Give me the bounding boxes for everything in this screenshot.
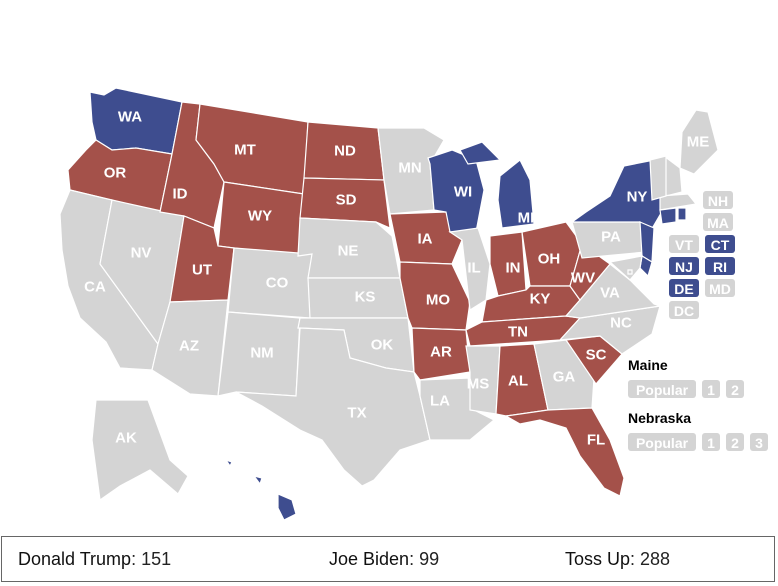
biden-tally: Joe Biden: 99 [329,549,439,570]
trump-tally: Donald Trump: 151 [18,549,171,570]
chip-bg [703,191,733,209]
trump-count: : 151 [131,549,172,569]
chip-ct[interactable]: CT [705,235,735,253]
chip-label: RI [713,259,727,275]
split-button-bg [726,380,744,398]
biden-count: : 99 [409,549,440,569]
chip-bg [705,257,735,275]
chip-label: DE [674,281,693,297]
chip-md[interactable]: MD [705,279,735,297]
state-nh[interactable] [663,154,683,197]
split-button-maine-2[interactable]: 2 [726,380,744,398]
split-button-label: Popular [636,435,689,451]
chip-bg [705,235,735,253]
split-button-bg [750,433,768,451]
state-az[interactable] [151,299,229,397]
state-md[interactable] [608,255,643,281]
tossup-tally: Toss Up: 288 [565,549,670,570]
split-button-label: Popular [636,382,689,398]
chip-vt[interactable]: VT [669,235,699,253]
split-button-bg [726,433,744,451]
chip-dc[interactable]: DC [669,301,699,319]
split-button-label: 1 [707,382,715,398]
state-wy[interactable] [217,181,305,257]
state-pa[interactable] [571,221,647,259]
split-button-bg [628,433,696,451]
split-button-nebraska-3[interactable]: 3 [750,433,768,451]
state-ar[interactable] [411,327,471,381]
chip-ma[interactable]: MA [703,213,733,231]
chip-label: VT [675,237,693,253]
chip-label: MD [709,281,731,297]
chip-bg [669,235,699,253]
split-button-nebraska-popular[interactable]: Popular [628,433,696,451]
state-me[interactable] [679,109,719,175]
chip-label: NH [708,193,728,209]
state-in[interactable] [489,231,527,297]
split-button-nebraska-2[interactable]: 2 [726,433,744,451]
state-ct[interactable] [659,207,677,225]
chip-bg [669,257,699,275]
chip-label: DC [674,303,694,319]
state-ga[interactable] [533,339,595,411]
chip-label: CT [711,237,730,253]
chip-label: NJ [675,259,693,275]
state-ma[interactable] [659,193,698,211]
chip-label: MA [707,215,729,231]
split-button-label: 3 [755,435,763,451]
state-co[interactable] [227,247,313,319]
state-ks[interactable] [307,277,409,319]
tossup-count: : 288 [630,549,671,569]
chip-ri[interactable]: RI [705,257,735,275]
split-button-bg [702,380,720,398]
state-fl[interactable] [504,407,625,497]
chip-bg [705,279,735,297]
state-ak[interactable] [91,399,189,502]
state-nm[interactable] [217,311,301,397]
trump-name: Donald Trump [18,549,132,569]
chip-de[interactable]: DE [669,279,699,297]
split-button-label: 2 [731,435,739,451]
state-label-hi: HI [246,495,261,512]
state-wa[interactable] [89,87,183,155]
chip-bg [669,301,699,319]
state-dc[interactable] [627,269,633,275]
state-nd[interactable] [303,121,385,181]
state-hi[interactable] [224,458,297,521]
split-button-maine-popular[interactable]: Popular [628,380,696,398]
state-ri[interactable] [677,207,687,221]
split-button-bg [628,380,696,398]
chip-bg [703,213,733,231]
state-mo[interactable] [399,261,471,331]
tossup-name: Toss Up [565,549,631,569]
state-ia[interactable] [389,211,463,265]
electoral-map: WAORCANVIDMTWYUTAZCONMNDSDNEKSOKTXMNIAMO… [59,87,768,521]
state-va[interactable] [564,263,661,319]
chip-bg [669,279,699,297]
split-button-nebraska-1[interactable]: 1 [702,433,720,451]
split-button-label: 1 [707,435,715,451]
state-wv[interactable] [569,243,611,301]
biden-name: Joe Biden [329,549,410,569]
split-title-maine: Maine [628,357,668,373]
chip-nj[interactable]: NJ [669,257,699,275]
split-title-nebraska: Nebraska [628,410,691,426]
split-button-maine-1[interactable]: 1 [702,380,720,398]
state-tx[interactable] [235,327,431,487]
state-ms[interactable] [465,345,501,415]
state-sd[interactable] [299,177,391,229]
split-button-label: 2 [731,382,739,398]
state-vt[interactable] [649,155,667,201]
state-mi[interactable] [459,141,535,229]
chip-nh[interactable]: NH [703,191,733,209]
tally-bar: Donald Trump: 151 Joe Biden: 99 Toss Up:… [1,536,775,582]
split-button-bg [702,433,720,451]
state-ne[interactable] [297,217,401,279]
